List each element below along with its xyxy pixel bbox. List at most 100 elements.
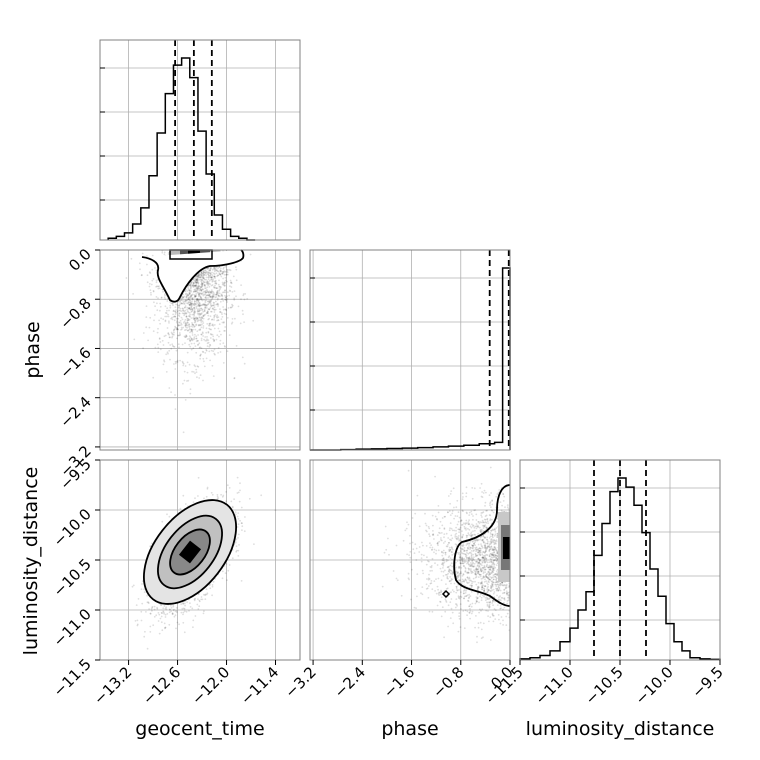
scatter-point <box>140 619 143 622</box>
scatter-point <box>447 543 449 546</box>
scatter-point <box>168 336 171 339</box>
scatter-point <box>191 324 194 326</box>
scatter-point <box>165 606 168 609</box>
scatter-point <box>210 290 213 293</box>
scatter-point <box>190 342 193 345</box>
scatter-point <box>180 299 183 302</box>
scatter-point <box>188 363 191 366</box>
scatter-point <box>190 338 193 340</box>
scatter-point <box>192 328 194 331</box>
scatter-point <box>213 348 216 351</box>
ytick-label: −10.0 <box>50 505 95 550</box>
scatter-point <box>151 268 154 271</box>
scatter-point <box>203 273 205 276</box>
scatter-point <box>235 545 238 548</box>
scatter-point <box>195 307 198 310</box>
scatter-point <box>448 510 451 512</box>
scatter-point <box>176 327 178 330</box>
scatter-point <box>231 304 234 307</box>
scatter-point <box>193 277 196 280</box>
scatter-point <box>201 285 204 288</box>
scatter-point <box>154 267 156 269</box>
scatter-point <box>222 362 225 364</box>
scatter-point <box>183 610 186 613</box>
scatter-point <box>171 332 174 335</box>
scatter-point <box>155 269 158 272</box>
scatter-point <box>191 326 194 328</box>
scatter-point <box>182 431 185 434</box>
scatter-point <box>135 604 138 606</box>
scatter-point <box>186 290 189 292</box>
scatter-point <box>158 338 161 340</box>
scatter-point <box>202 315 205 317</box>
scatter-point <box>203 309 206 312</box>
scatter-point <box>215 293 218 296</box>
scatter-point <box>204 296 207 298</box>
scatter-point <box>220 286 222 289</box>
scatter-point <box>223 281 226 284</box>
scatter-point <box>175 309 177 311</box>
scatter-point <box>199 304 202 307</box>
scatter-point <box>231 557 234 560</box>
scatter-point <box>179 303 181 306</box>
scatter-point <box>198 298 201 301</box>
scatter-point <box>246 298 249 300</box>
scatter-point <box>194 295 196 297</box>
scatter-point <box>198 599 201 602</box>
scatter-point <box>188 315 191 317</box>
scatter-point <box>234 511 237 513</box>
scatter-point <box>208 274 210 277</box>
scatter-point <box>225 313 228 316</box>
scatter-point <box>188 296 190 299</box>
scatter-point <box>209 267 212 270</box>
scatter-point <box>167 313 169 316</box>
scatter-point <box>215 266 218 269</box>
scatter-point <box>185 324 187 327</box>
scatter-point <box>171 343 174 346</box>
scatter-point <box>190 281 193 284</box>
scatter-point <box>187 287 190 290</box>
scatter-point <box>199 276 202 279</box>
scatter-point <box>156 302 158 305</box>
scatter-point <box>207 312 210 315</box>
scatter-point <box>211 585 214 588</box>
scatter-point <box>191 330 194 332</box>
scatter-point <box>457 511 460 514</box>
scatter-point <box>219 311 222 314</box>
scatter-point <box>195 293 198 295</box>
scatter-point <box>164 616 167 618</box>
scatter-point <box>140 588 143 591</box>
scatter-point <box>224 279 227 282</box>
scatter-point <box>209 295 212 298</box>
scatter-point <box>217 352 220 354</box>
scatter-point <box>197 319 200 322</box>
scatter-point <box>193 364 196 367</box>
scatter-point <box>176 621 179 624</box>
scatter-point <box>223 273 226 276</box>
scatter-point <box>193 284 195 287</box>
scatter-point <box>216 303 219 306</box>
scatter-point <box>190 348 193 351</box>
scatter-point <box>146 281 149 284</box>
scatter-point <box>194 284 196 287</box>
scatter-point <box>206 271 209 273</box>
scatter-point <box>183 320 186 323</box>
scatter-point <box>185 322 188 325</box>
scatter-point <box>210 289 213 292</box>
scatter-point <box>230 286 233 288</box>
scatter-point <box>175 611 178 614</box>
scatter-point <box>205 593 208 596</box>
scatter-point <box>235 268 238 271</box>
scatter-point <box>184 399 187 401</box>
scatter-point <box>196 286 199 289</box>
scatter-point <box>140 610 143 613</box>
scatter-point <box>190 307 193 309</box>
scatter-point <box>197 288 199 291</box>
scatter-point <box>183 300 186 302</box>
scatter-point <box>174 313 177 315</box>
scatter-point <box>237 491 240 494</box>
scatter-point <box>220 311 223 314</box>
scatter-point <box>203 610 205 613</box>
scatter-point <box>192 291 195 293</box>
scatter-point <box>182 364 185 367</box>
